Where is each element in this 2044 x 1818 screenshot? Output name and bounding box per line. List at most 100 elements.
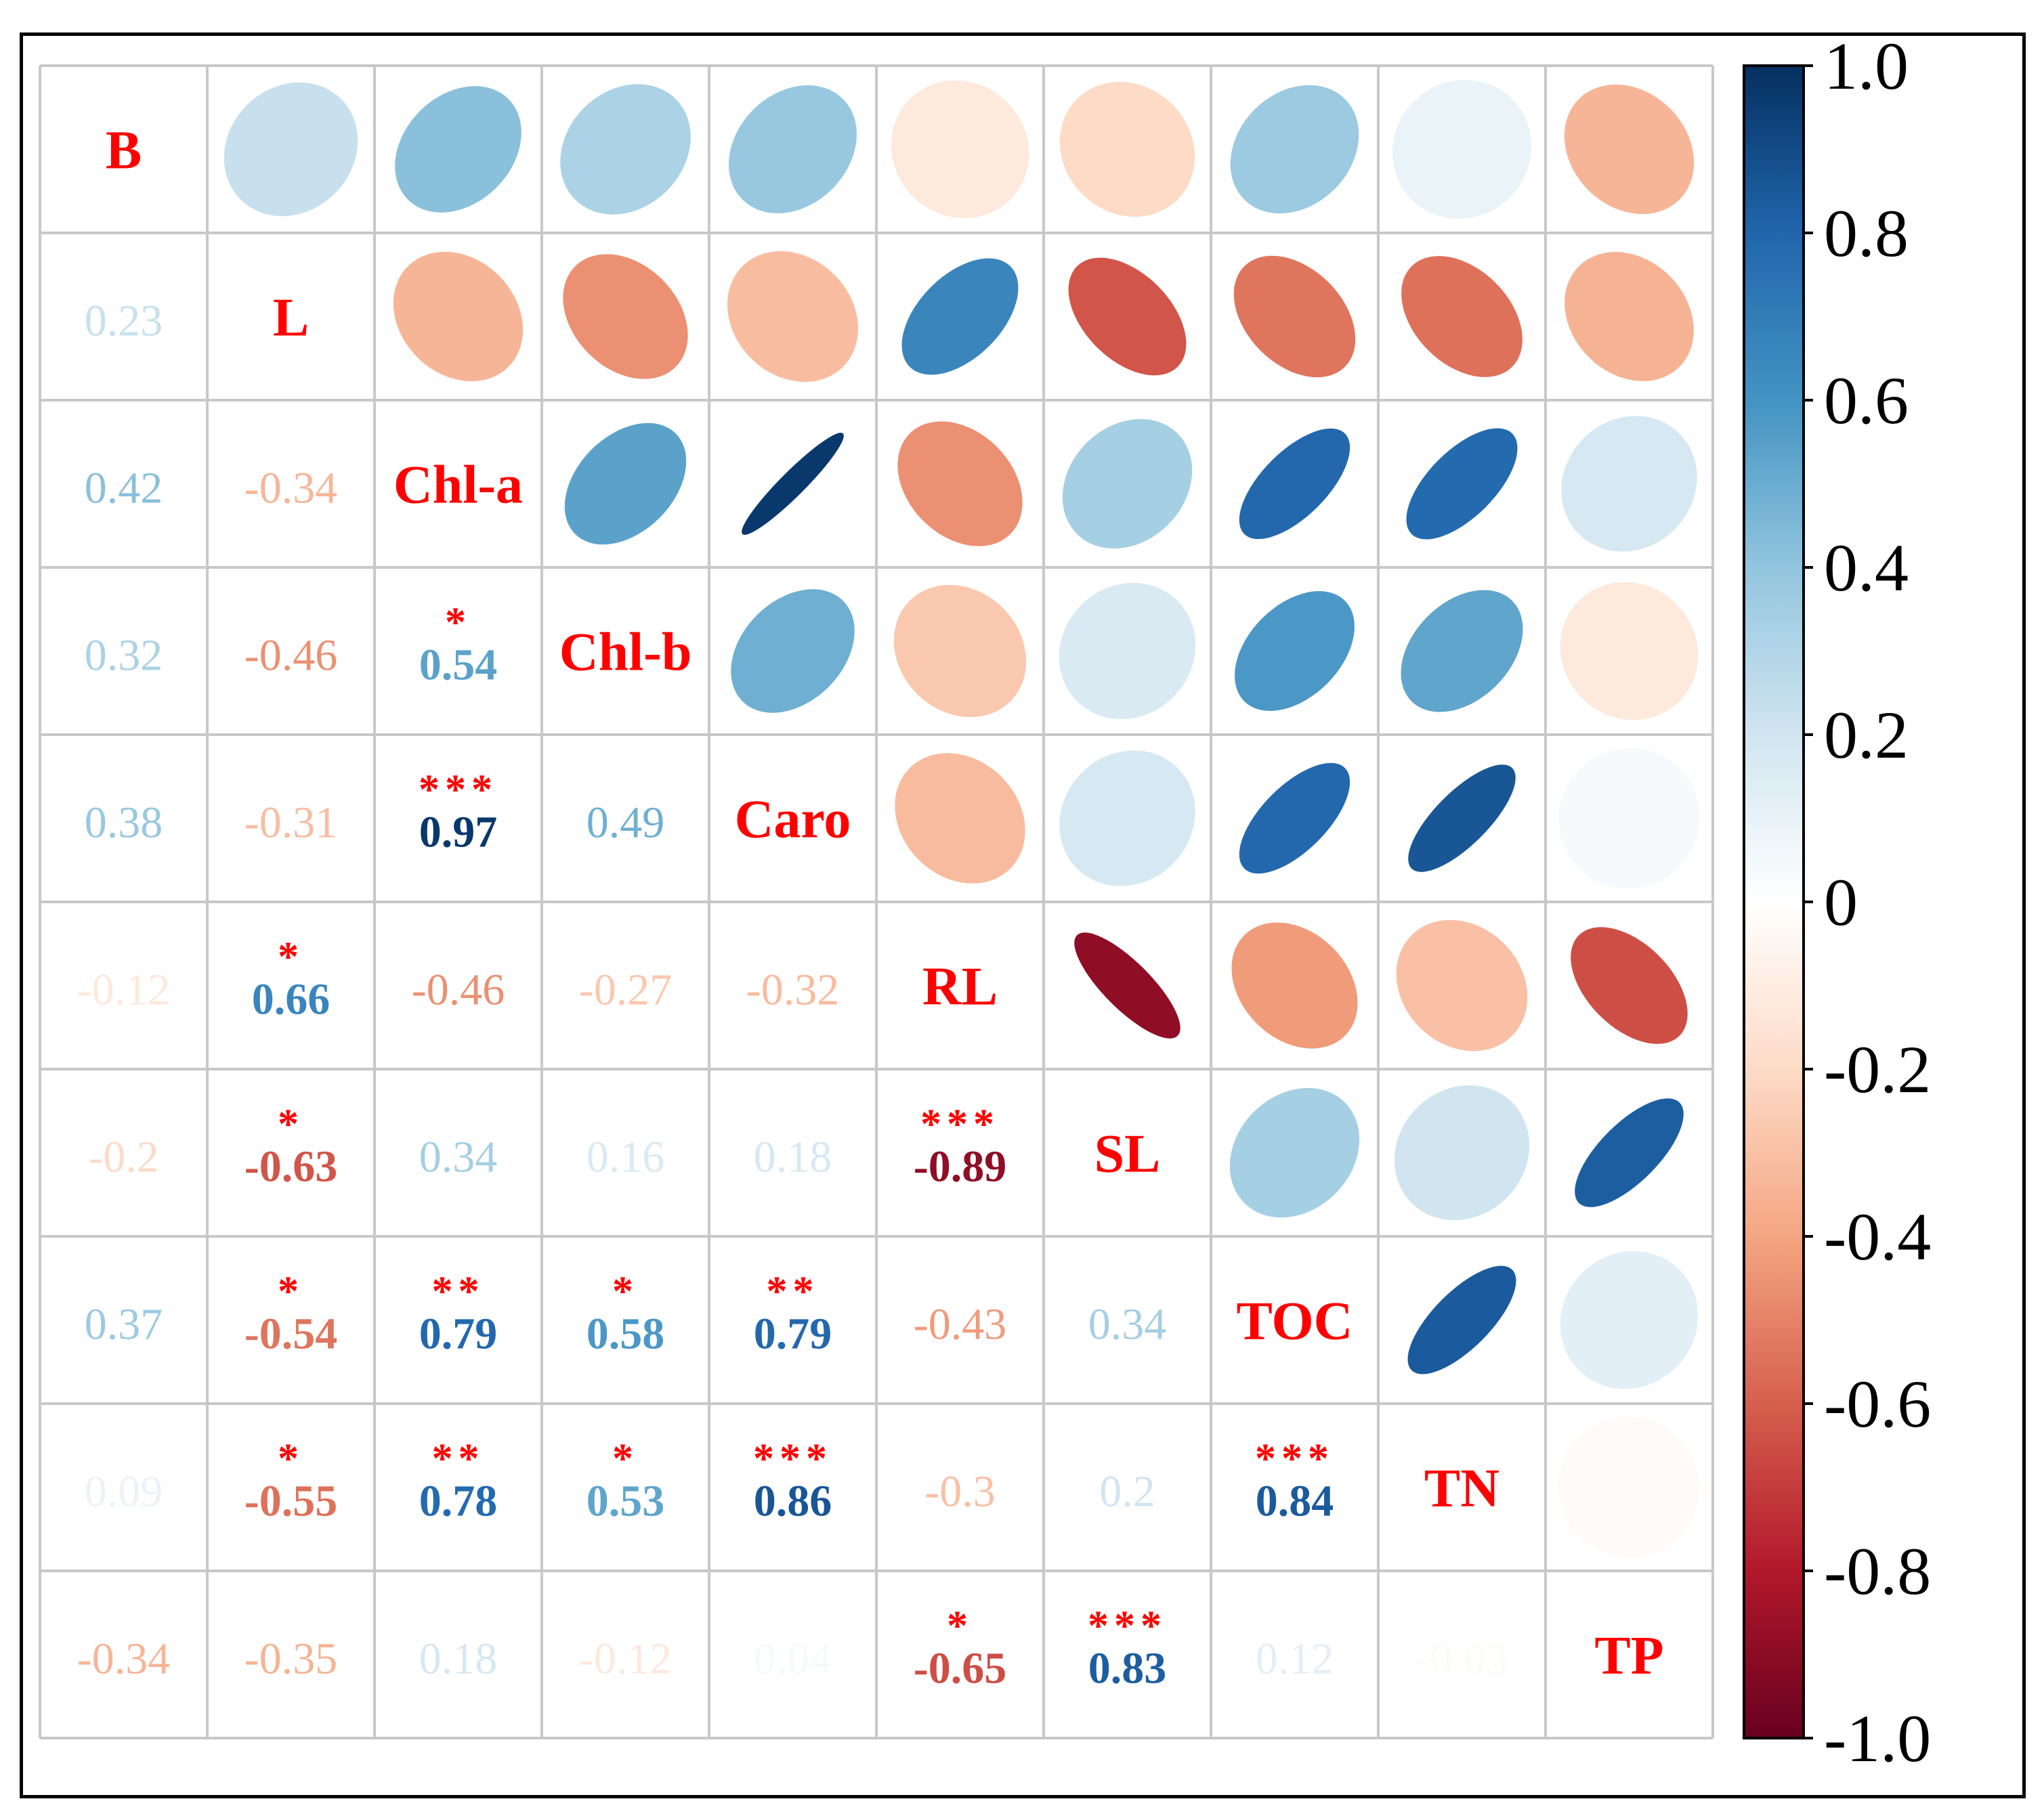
- ellipse-caro-tp: [1558, 748, 1700, 889]
- coef-tp-sl: 0.83: [1088, 1644, 1167, 1693]
- ellipse-toc-tn: [1407, 1265, 1516, 1375]
- coef-tn-sl: 0.2: [1099, 1467, 1155, 1517]
- ellipse-b-chl-a: [395, 86, 521, 213]
- significance-caro-chl-a: ***: [419, 767, 498, 813]
- coef-chl-b-chl-a: 0.54: [419, 641, 498, 690]
- ellipse-chl-b-tp: [1560, 582, 1699, 720]
- coef-chl-a-b: 0.42: [85, 464, 163, 513]
- coef-chl-b-b: 0.32: [85, 631, 163, 680]
- coef-tn-rl: -0.3: [924, 1467, 995, 1517]
- variable-label-caro: Caro: [735, 790, 851, 850]
- coef-rl-b: -0.12: [77, 966, 170, 1015]
- ellipse-chl-b-caro: [731, 589, 855, 713]
- coef-l-b: 0.23: [85, 297, 163, 346]
- ellipse-caro-sl: [1059, 750, 1195, 886]
- coef-toc-caro: 0.79: [754, 1310, 832, 1359]
- ellipse-b-toc: [1230, 85, 1359, 214]
- significance-toc-l: *: [278, 1269, 304, 1315]
- coef-tn-caro: 0.86: [754, 1477, 832, 1526]
- ellipse-b-tn: [1392, 79, 1532, 219]
- coef-caro-l: -0.31: [244, 798, 337, 848]
- ellipse-b-tp: [1564, 84, 1695, 215]
- coef-chl-b-l: -0.46: [244, 631, 337, 680]
- coef-rl-caro: -0.32: [746, 966, 839, 1015]
- variable-label-rl: RL: [922, 957, 998, 1017]
- ellipse-rl-sl: [1074, 932, 1180, 1039]
- ellipse-l-toc: [1233, 255, 1356, 378]
- ellipse-chl-b-sl: [1059, 582, 1196, 720]
- colorbar: [1743, 64, 1805, 1739]
- variable-label-tn: TN: [1424, 1459, 1499, 1519]
- coef-sl-b: -0.2: [88, 1133, 158, 1182]
- coef-sl-chl-b: 0.16: [587, 1133, 665, 1182]
- variable-label-sl: SL: [1094, 1125, 1161, 1184]
- ellipse-b-chl-b: [560, 84, 691, 215]
- coef-rl-chl-b: -0.27: [579, 966, 672, 1015]
- ellipse-b-rl: [891, 80, 1029, 219]
- ellipse-chl-a-toc: [1239, 428, 1350, 540]
- significance-tn-toc: ***: [1255, 1436, 1334, 1482]
- coef-tp-chl-b: -0.12: [579, 1635, 672, 1684]
- coef-tn-b: 0.09: [85, 1467, 163, 1517]
- ellipse-rl-tn: [1396, 919, 1528, 1052]
- variable-label-toc: TOC: [1237, 1292, 1353, 1351]
- coef-toc-sl: 0.34: [1088, 1300, 1167, 1349]
- variable-label-b: B: [106, 121, 142, 181]
- colorbar-tick-label: 1.0: [1824, 28, 1909, 104]
- ellipse-l-sl: [1068, 257, 1187, 376]
- ellipse-chl-b-rl: [893, 584, 1027, 718]
- variable-label-tp: TP: [1594, 1626, 1663, 1686]
- coef-tp-chl-a: 0.18: [419, 1635, 498, 1684]
- coef-tp-l: -0.35: [244, 1635, 337, 1684]
- ellipse-b-l: [223, 82, 358, 217]
- coef-tn-chl-b: 0.53: [587, 1477, 665, 1526]
- significance-toc-caro: **: [767, 1269, 819, 1315]
- significance-toc-chl-b: *: [612, 1269, 639, 1315]
- ellipse-caro-tn: [1408, 764, 1516, 872]
- ellipse-b-caro: [728, 85, 857, 213]
- ellipse-l-chl-a: [393, 251, 524, 382]
- colorbar-tick-label: 0: [1824, 865, 1858, 940]
- coef-sl-chl-a: 0.34: [419, 1133, 498, 1182]
- ellipse-rl-tp: [1571, 927, 1688, 1044]
- coef-tn-toc: 0.84: [1256, 1477, 1334, 1526]
- coef-toc-chl-a: 0.79: [419, 1310, 498, 1359]
- coef-sl-l: -0.63: [244, 1142, 337, 1192]
- coef-toc-l: -0.54: [244, 1310, 337, 1359]
- coef-tp-toc: 0.12: [1256, 1635, 1334, 1684]
- colorbar-tick-label: 0.4: [1824, 530, 1909, 605]
- coef-tn-chl-a: 0.78: [419, 1477, 498, 1526]
- ellipse-chl-a-caro: [742, 433, 844, 535]
- ellipse-sl-tp: [1575, 1098, 1684, 1207]
- ellipse-l-tn: [1401, 256, 1523, 377]
- significance-tp-rl: *: [947, 1603, 973, 1649]
- significance-chl-b-chl-a: *: [445, 600, 471, 646]
- ellipse-sl-toc: [1229, 1087, 1360, 1218]
- ellipse-l-caro: [727, 251, 859, 383]
- colorbar-tick-label: -1.0: [1824, 1701, 1931, 1776]
- coef-caro-chl-a: 0.97: [419, 808, 498, 857]
- coef-rl-chl-a: -0.46: [412, 966, 505, 1015]
- coef-tp-b: -0.34: [77, 1635, 170, 1684]
- coef-caro-b: 0.38: [85, 798, 163, 848]
- colorbar-tick-label: -0.4: [1824, 1199, 1931, 1274]
- coef-caro-chl-b: 0.49: [587, 798, 665, 848]
- coef-tp-caro: 0.04: [754, 1635, 832, 1684]
- significance-tp-sl: ***: [1088, 1603, 1167, 1649]
- colorbar-tick-label: 0.6: [1824, 363, 1909, 438]
- significance-tn-l: *: [278, 1436, 304, 1482]
- ellipse-chl-a-sl: [1062, 418, 1193, 549]
- significance-tn-chl-b: *: [612, 1436, 639, 1482]
- significance-toc-chl-a: **: [432, 1269, 485, 1315]
- colorbar-tick-label: -0.2: [1824, 1032, 1931, 1107]
- ellipse-rl-toc: [1231, 922, 1358, 1049]
- ellipse-caro-rl: [895, 753, 1025, 884]
- coef-chl-a-l: -0.34: [244, 464, 337, 513]
- variable-label-l: L: [273, 288, 309, 348]
- colorbar-tick-label: -0.8: [1824, 1534, 1931, 1609]
- ellipse-caro-toc: [1239, 762, 1350, 874]
- coef-sl-rl: -0.89: [914, 1142, 1006, 1192]
- ellipse-tn-tp: [1558, 1416, 1700, 1558]
- significance-tn-caro: ***: [753, 1436, 832, 1482]
